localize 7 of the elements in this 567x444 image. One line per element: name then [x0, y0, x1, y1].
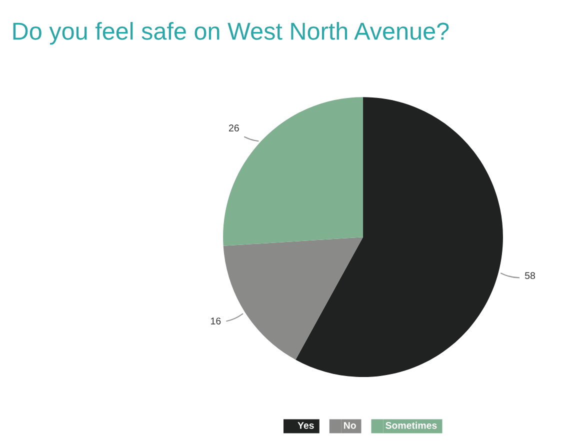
legend-label: Yes — [298, 422, 314, 429]
legend-label: Sometimes — [386, 422, 437, 429]
data-label: 58 — [525, 272, 536, 280]
chart-title: Do you feel safe on West North Avenue? — [13, 22, 449, 45]
data-label: 16 — [211, 318, 221, 324]
legend-label: No — [344, 422, 356, 429]
data-label: 26 — [229, 124, 239, 132]
